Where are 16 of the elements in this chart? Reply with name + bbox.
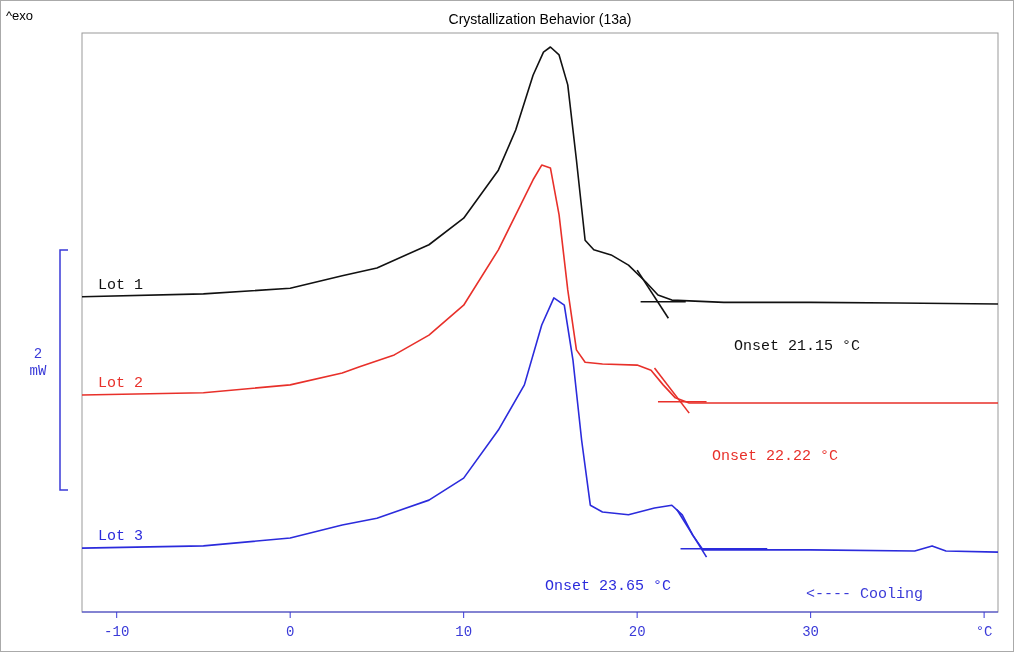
chart-title: Crystallization Behavior (13a) [448,11,632,27]
series-label: Lot 2 [98,375,144,393]
x-tick-label: °C [975,624,993,640]
text: 2 mW [29,346,47,379]
x-tick-label: 10 [455,624,473,640]
annotation: Onset 22.22 °C [711,448,839,465]
x-tick-label: 30 [802,624,820,640]
annotation: <---- Cooling [805,586,923,603]
series-label: Lot 1 [98,276,144,294]
annotation: Onset 21.15 °C [733,338,861,355]
text: ^exo [6,8,34,23]
x-tick-label: 0 [285,624,295,640]
x-tick-label: 20 [628,624,646,640]
x-tick-label: -10 [104,624,130,640]
annotation: Onset 23.65 °C [544,578,672,595]
series-label: Lot 3 [98,528,144,546]
